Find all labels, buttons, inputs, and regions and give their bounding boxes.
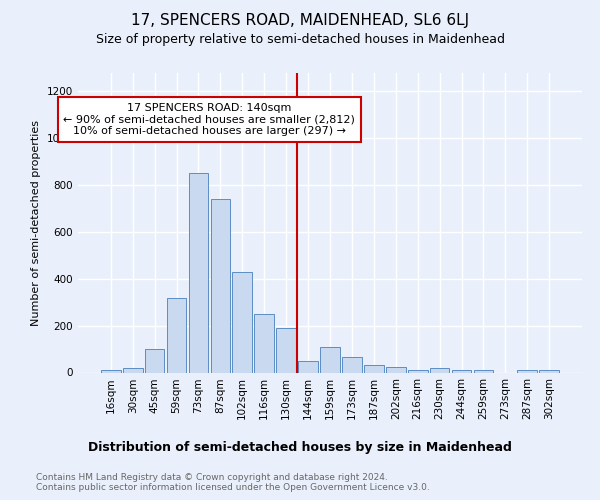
Bar	[517, 370, 537, 372]
Bar	[452, 370, 472, 372]
Bar	[145, 349, 164, 372]
Bar	[167, 298, 187, 372]
Bar	[188, 174, 208, 372]
Bar	[123, 368, 143, 372]
Text: 17 SPENCERS ROAD: 140sqm
← 90% of semi-detached houses are smaller (2,812)
10% o: 17 SPENCERS ROAD: 140sqm ← 90% of semi-d…	[64, 103, 355, 136]
Text: 17, SPENCERS ROAD, MAIDENHEAD, SL6 6LJ: 17, SPENCERS ROAD, MAIDENHEAD, SL6 6LJ	[131, 12, 469, 28]
Bar	[342, 358, 362, 372]
Bar	[254, 314, 274, 372]
Bar	[408, 370, 428, 372]
Bar	[101, 370, 121, 372]
Text: Distribution of semi-detached houses by size in Maidenhead: Distribution of semi-detached houses by …	[88, 441, 512, 454]
Text: Contains HM Land Registry data © Crown copyright and database right 2024.
Contai: Contains HM Land Registry data © Crown c…	[36, 472, 430, 492]
Text: Size of property relative to semi-detached houses in Maidenhead: Size of property relative to semi-detach…	[95, 32, 505, 46]
Bar	[539, 370, 559, 372]
Bar	[430, 368, 449, 372]
Bar	[211, 199, 230, 372]
Bar	[320, 346, 340, 372]
Bar	[276, 328, 296, 372]
Bar	[232, 272, 252, 372]
Y-axis label: Number of semi-detached properties: Number of semi-detached properties	[31, 120, 41, 326]
Bar	[298, 361, 318, 372]
Bar	[386, 368, 406, 372]
Bar	[473, 370, 493, 372]
Bar	[364, 366, 384, 372]
